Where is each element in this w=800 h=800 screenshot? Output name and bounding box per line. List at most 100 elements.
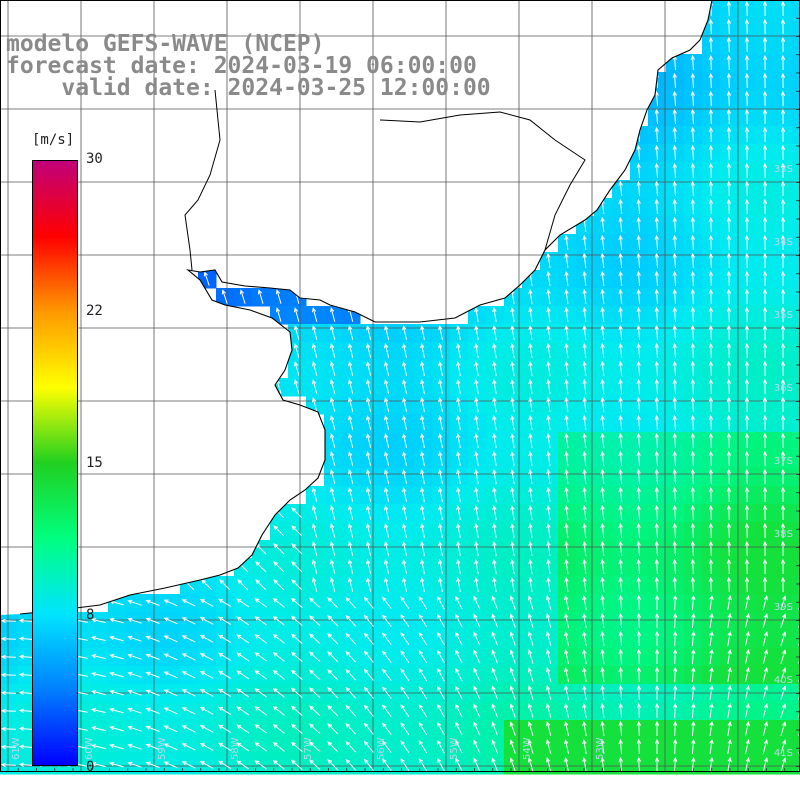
wind-arrow — [366, 361, 372, 376]
lon-label: 59W — [157, 737, 168, 760]
field-cell — [792, 450, 800, 469]
wind-arrow — [780, 432, 786, 449]
wind-arrow — [654, 432, 659, 449]
wind-arrow — [528, 558, 533, 574]
wind-arrow — [18, 762, 35, 767]
wind-arrow — [163, 743, 178, 751]
wind-arrow — [708, 396, 714, 413]
wind-arrow — [438, 342, 443, 358]
wind-arrow — [564, 631, 569, 646]
wind-arrow — [145, 743, 160, 750]
wind-arrow — [527, 703, 534, 718]
wind-arrow — [564, 324, 569, 340]
wind-arrow — [618, 360, 623, 377]
wind-arrow — [510, 324, 515, 340]
wind-arrow — [402, 487, 407, 502]
wind-arrow — [708, 522, 714, 539]
wind-arrow — [546, 396, 551, 412]
wind-arrow — [600, 594, 605, 610]
wind-arrow — [618, 738, 623, 755]
wind-arrow — [437, 667, 445, 682]
wind-arrow — [727, 684, 732, 700]
wind-arrow — [600, 288, 605, 305]
wind-arrow — [672, 666, 678, 683]
wind-arrow — [618, 558, 623, 575]
wind-arrow — [382, 686, 392, 699]
wind-arrow — [420, 432, 425, 448]
wind-arrow — [690, 378, 695, 395]
wind-arrow — [217, 652, 232, 662]
wind-arrow — [199, 617, 214, 625]
wind-arrow — [474, 432, 479, 448]
wind-arrow — [745, 649, 750, 664]
wind-arrow — [564, 360, 569, 376]
wind-arrow — [726, 126, 732, 143]
wind-arrow — [546, 649, 552, 664]
wind-arrow — [654, 504, 659, 521]
wind-arrow — [582, 540, 587, 557]
wind-arrow — [708, 324, 714, 341]
wind-arrow — [438, 504, 443, 520]
wind-arrow — [345, 650, 357, 663]
wind-arrow — [402, 433, 407, 448]
wind-arrow — [546, 504, 551, 520]
wind-arrow — [762, 36, 768, 53]
wind-arrow — [636, 216, 641, 233]
wind-arrow — [672, 144, 677, 161]
wind-arrow — [0, 636, 17, 642]
wind-arrow — [564, 378, 569, 394]
wind-arrow — [492, 468, 497, 484]
wind-arrow — [382, 632, 392, 645]
wind-arrow — [491, 685, 499, 700]
wind-arrow — [363, 722, 374, 735]
wind-arrow — [309, 759, 321, 771]
wind-arrow — [762, 342, 768, 359]
wind-arrow — [636, 432, 641, 449]
wind-arrow — [762, 667, 769, 682]
wind-arrow — [654, 558, 659, 575]
wind-arrow — [636, 684, 642, 701]
wind-arrow — [582, 252, 587, 269]
wind-arrow — [272, 742, 285, 752]
wind-arrow — [762, 595, 769, 610]
wind-arrow — [291, 561, 303, 573]
field-cell — [792, 270, 800, 289]
wind-arrow — [437, 739, 445, 754]
wind-arrow — [311, 577, 318, 592]
wind-arrow — [438, 324, 443, 340]
wind-arrow — [672, 450, 677, 467]
wind-arrow — [582, 756, 587, 772]
wind-arrow — [491, 595, 499, 610]
field-cell — [792, 234, 800, 253]
wind-arrow — [438, 540, 443, 556]
wind-arrow — [528, 468, 533, 484]
wind-arrow — [636, 702, 642, 719]
wind-arrow — [420, 468, 425, 484]
wind-arrow — [330, 451, 336, 466]
wind-arrow — [690, 522, 695, 539]
wind-arrow — [91, 672, 106, 678]
wind-arrow — [762, 216, 768, 233]
wind-arrow — [330, 397, 336, 412]
wind-arrow — [636, 522, 641, 539]
wind-arrow — [780, 378, 786, 395]
wind-arrow — [780, 667, 787, 682]
wind-arrow — [510, 540, 515, 556]
wind-arrow — [762, 126, 768, 143]
wind-arrow — [654, 576, 659, 593]
wind-arrow — [510, 342, 515, 358]
wind-arrow — [290, 741, 303, 752]
wind-arrow — [330, 415, 336, 430]
wind-arrow — [690, 252, 695, 269]
wind-arrow — [762, 721, 769, 736]
wind-arrow — [727, 720, 732, 736]
wind-arrow — [474, 522, 479, 538]
wind-arrow — [473, 649, 481, 664]
wind-arrow — [181, 743, 196, 751]
wind-arrow — [236, 724, 250, 734]
wind-arrow — [636, 414, 641, 431]
wind-arrow — [744, 540, 750, 557]
wind-arrow — [744, 414, 750, 431]
wind-arrow — [726, 414, 732, 431]
